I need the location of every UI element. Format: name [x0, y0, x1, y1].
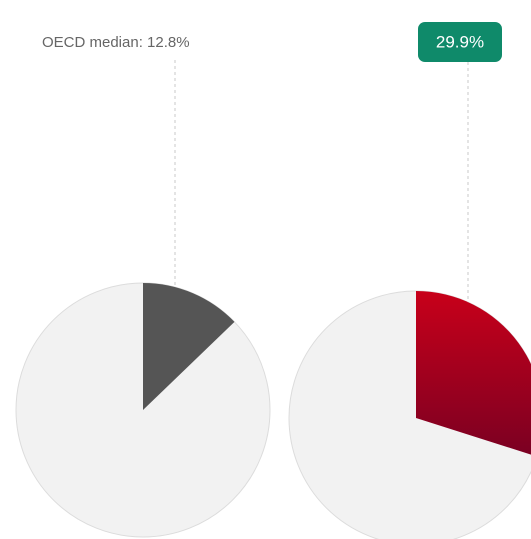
pie-slice [143, 283, 235, 410]
value-badge [418, 22, 502, 62]
value-label: OECD median: 12.8% [42, 34, 190, 51]
pie-slice [416, 291, 531, 455]
value-label: 29.9% [436, 32, 484, 51]
